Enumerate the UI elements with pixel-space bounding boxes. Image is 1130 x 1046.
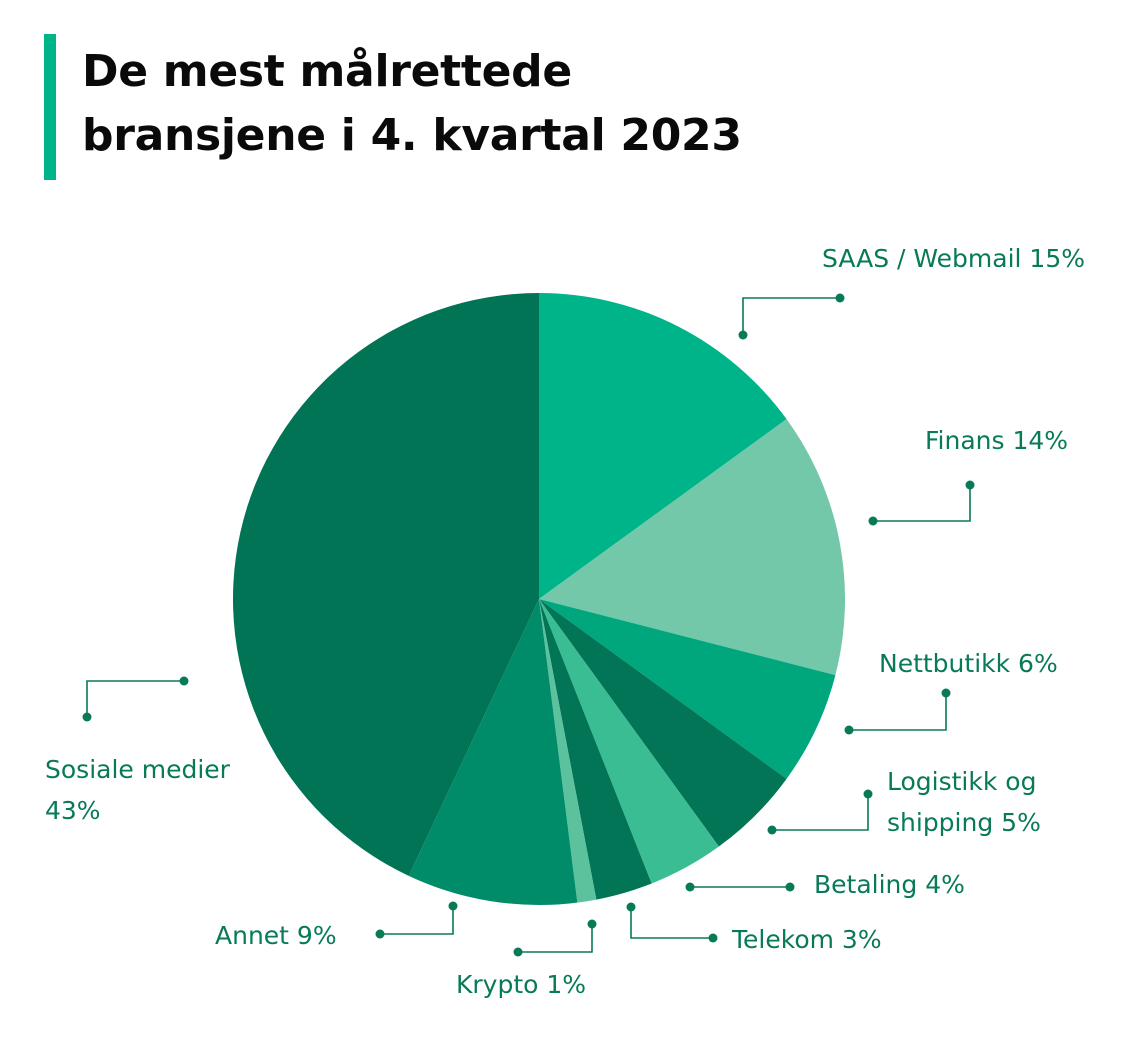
callout-dot-krypto-outer (513, 947, 523, 957)
slice-label-annet: Annet 9% (215, 921, 337, 950)
callout-line-krypto (518, 924, 593, 953)
pie-slice-nettbutikk (539, 599, 836, 779)
chart-title-line-2: bransjene i 4. kvartal 2023 (82, 110, 742, 161)
slice-label-saas-webmail: SAAS / Webmail 15% (822, 244, 1085, 273)
slice-label-finans: Finans 14% (925, 426, 1068, 455)
callout-line-nettbutikk (849, 693, 947, 731)
pie-slice-telekom (539, 599, 652, 900)
callout-dot-logistikk-og-shipping-outer (863, 789, 873, 799)
callout-dot-saas-webmail-outer (835, 293, 845, 303)
slice-label-sosiale-medier: Sosiale medier 43% (45, 755, 231, 825)
pie-slice-finans (539, 419, 846, 676)
pie-callouts (82, 293, 975, 957)
slice-label-nettbutikk: Nettbutikk 6% (879, 649, 1058, 678)
callout-dot-telekom-inner (626, 902, 636, 912)
pie-slices (232, 293, 846, 906)
callout-dot-krypto-inner (587, 919, 597, 929)
pie-slice-annet (408, 599, 578, 906)
callout-dot-nettbutikk-inner (844, 725, 854, 735)
callout-dot-betaling-outer (785, 882, 795, 892)
callout-dot-annet-outer (375, 929, 385, 939)
pie-slice-sosiale-medier (232, 293, 539, 876)
pie-slice-saas-webmail (539, 293, 787, 599)
chart-title: De mest målrettede bransjene i 4. kvarta… (82, 40, 742, 168)
slice-label-krypto: Krypto 1% (456, 970, 586, 999)
callout-dot-sosiale-medier-outer (179, 676, 189, 686)
pie-slice-logistikk-og-shipping (539, 599, 787, 847)
chart-title-line-1: De mest målrettede (82, 46, 572, 97)
slice-label-telekom: Telekom 3% (731, 925, 882, 954)
pie-slice-krypto (539, 599, 597, 903)
slice-label-betaling: Betaling 4% (814, 870, 965, 899)
callout-dot-finans-inner (868, 516, 878, 526)
pie-labels: SAAS / Webmail 15% Finans 14% Nettbutikk 6… (45, 244, 1085, 999)
title-accent-bar (44, 34, 56, 180)
callout-dot-betaling-inner (685, 882, 695, 892)
callout-line-telekom (630, 907, 713, 939)
callout-dot-nettbutikk-outer (941, 688, 951, 698)
slice-label-logistikk-og-shipping: Logistikk og shipping 5% (887, 767, 1041, 837)
callout-dot-sosiale-medier-inner (82, 712, 92, 722)
callout-line-annet (380, 906, 454, 935)
callout-line-finans (873, 485, 971, 522)
callout-dot-logistikk-og-shipping-inner (767, 825, 777, 835)
callout-line-sosiale-medier (86, 680, 184, 717)
callout-dot-annet-inner (448, 901, 458, 911)
callout-line-saas-webmail (742, 297, 840, 335)
callout-dot-telekom-outer (708, 933, 718, 943)
callout-dot-finans-outer (965, 480, 975, 490)
callout-line-logistikk-og-shipping (772, 794, 869, 831)
pie-slice-betaling (539, 599, 719, 884)
callout-dot-saas-webmail-inner (738, 330, 748, 340)
